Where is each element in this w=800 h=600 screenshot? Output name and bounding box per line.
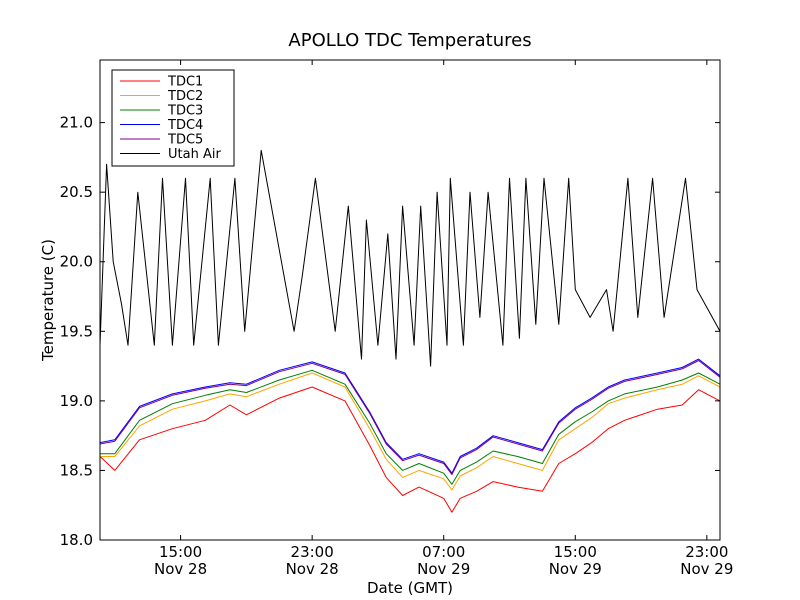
chart-title: APOLLO TDC Temperatures [288,30,531,51]
x-tick-label-date: Nov 28 [154,560,207,578]
x-tick-label-time: 07:00 [422,543,465,561]
y-tick-label: 19.0 [60,392,93,410]
x-tick-label-time: 23:00 [291,543,334,561]
legend-label-tdc2: TDC2 [167,89,203,104]
series-line-tdc3 [100,369,721,485]
x-tick-label-date: Nov 29 [549,560,602,578]
y-tick-label: 18.5 [60,461,93,479]
y-tick-label: 21.0 [60,114,93,132]
series-line-tdc4 [99,358,721,474]
legend-label-tdc3: TDC3 [167,104,203,119]
x-tick-label-date: Nov 29 [417,560,470,578]
legend-label-tdc1: TDC1 [167,75,203,90]
legend-label-tdc4: TDC4 [167,118,203,133]
y-tick-label: 19.5 [60,322,93,340]
legend-label-utah-air: Utah Air [168,147,221,162]
legend-label-tdc5: TDC5 [167,133,203,148]
series-line-tdc5 [99,360,721,476]
series-layer [99,149,721,513]
x-tick-label-time: 23:00 [685,543,728,561]
y-tick-label: 20.5 [60,183,93,201]
x-tick-label-date: Nov 29 [680,560,733,578]
y-axis-label: Temperature (C) [39,239,57,362]
x-tick-label-time: 15:00 [159,543,202,561]
series-line-tdc1 [99,386,721,513]
series-line-tdc2 [100,372,721,491]
y-tick-label: 18.0 [60,531,93,549]
plot-area-frame [99,59,721,541]
legend-frame [111,69,235,167]
series-line-utah-air [99,149,721,367]
x-tick-label-time: 15:00 [554,543,597,561]
y-tick-label: 20.0 [60,253,93,271]
x-axis-label: Date (GMT) [367,579,453,597]
x-tick-label-date: Nov 28 [286,560,339,578]
